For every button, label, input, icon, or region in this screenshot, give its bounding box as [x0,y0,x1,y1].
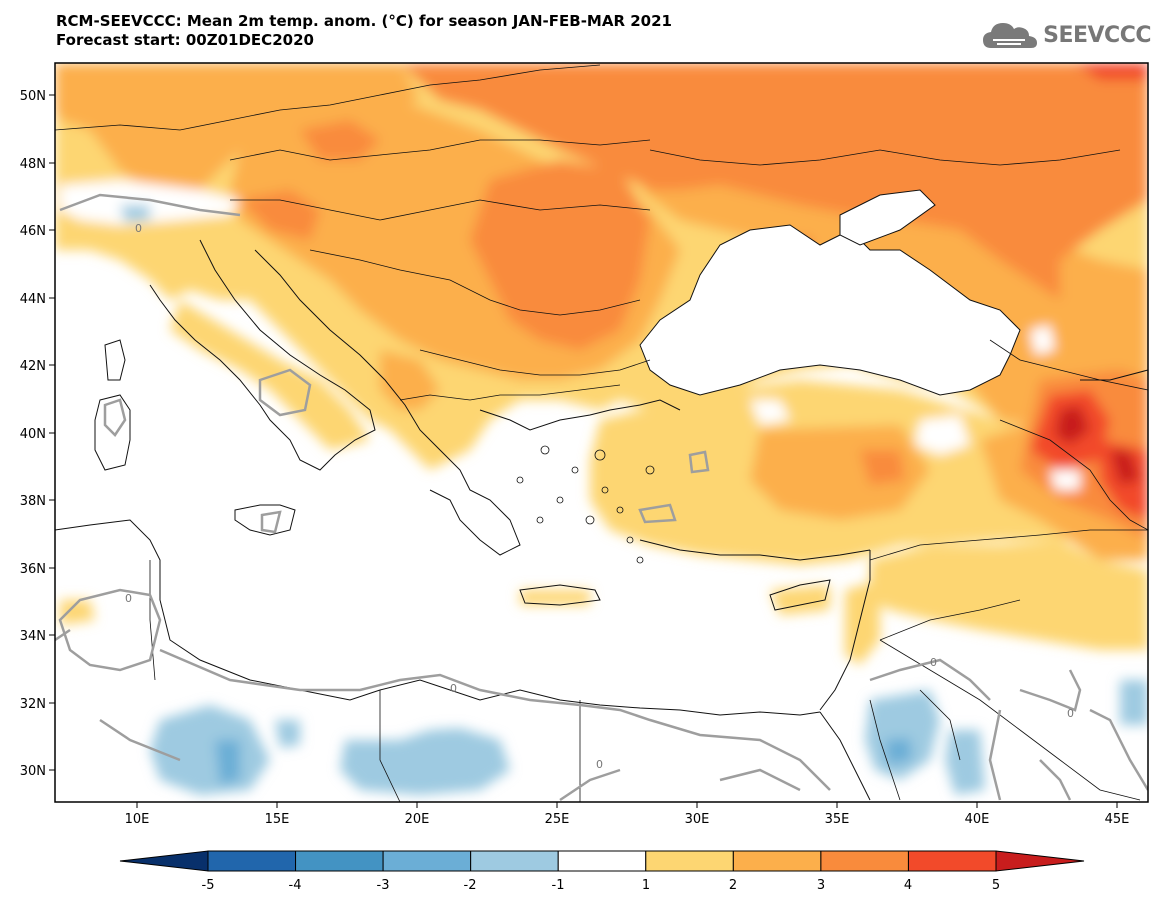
colorbar-swatch [907,850,997,872]
lon-tick-label: 25E [545,812,570,827]
lat-tick-label: 48N [20,157,46,172]
title-line-1: RCM-SEEVCCC: Mean 2m temp. anom. (°C) fo… [56,12,672,30]
colorbar-swatch [207,850,297,872]
colorbar-swatch [645,850,734,872]
contour-label: 0 [450,682,457,695]
colorbar-label: 4 [904,878,912,893]
lon-tick-label: 10E [125,812,150,827]
aegean-islands [516,445,655,564]
colorbar-labels: -5 -4 -3 -2 -1 1 2 3 4 5 [202,878,1001,893]
lat-tick-label: 42N [20,359,46,374]
colorbar-label: 3 [817,878,825,893]
contour-label: 0 [596,758,603,771]
lat-tick-label: 32N [20,697,46,712]
colorbar-label: -3 [377,878,390,893]
map-panel: 0 0 0 0 0 0 [55,63,1148,802]
sea-of-azov [839,189,936,246]
contour-label: 0 [135,222,142,235]
contour-label: 0 [125,592,132,605]
colorbar-label: -1 [552,878,565,893]
title-line-2: Forecast start: 00Z01DEC2020 [56,31,314,49]
country-borders [55,64,1148,802]
lat-tick-label: 30N [20,764,46,779]
colorbar-label: -2 [464,878,477,893]
colorbar-swatches [119,850,1085,872]
contour-label: 0 [930,656,937,669]
seevccc-logo: SEEVCCC [981,18,1151,52]
colorbar: -5 -4 -3 -2 -1 1 2 3 4 5 [119,850,1085,893]
lat-tick-label: 50N [20,89,46,104]
lon-tick-label: 40E [965,812,990,827]
lon-tick-label: 30E [685,812,710,827]
colorbar-label: -4 [289,878,302,893]
black-sea [639,224,1021,396]
axis-ticks [49,94,1118,808]
lat-tick-label: 40N [20,427,46,442]
cloud-icon [983,23,1038,48]
zero-contours [55,193,1148,802]
lon-tick-label: 45E [1105,812,1130,827]
lat-tick-label: 36N [20,562,46,577]
colorbar-label: 1 [642,878,650,893]
lat-tick-label: 46N [20,224,46,239]
lat-tick-label: 44N [20,292,46,307]
colorbar-arrow-low [119,850,209,872]
lon-tick-label: 15E [265,812,290,827]
colorbar-label: 5 [992,878,1000,893]
contour-labels: 0 0 0 0 0 0 [125,222,1074,771]
lon-tick-label: 35E [825,812,850,827]
colorbar-swatch [382,850,472,872]
coastlines [55,239,1148,801]
colorbar-swatch [295,850,384,872]
colorbar-swatch [470,850,559,872]
lon-tick-label: 20E [405,812,430,827]
longitude-labels: 10E 15E 20E 25E 30E 35E 40E 45E [125,812,1130,827]
colorbar-label: -5 [202,878,215,893]
lat-tick-label: 38N [20,494,46,509]
colorbar-label: 2 [729,878,737,893]
colorbar-swatch [732,850,822,872]
contour-label: 0 [1067,707,1074,720]
colorbar-arrow-high [995,850,1085,872]
map-title: RCM-SEEVCCC: Mean 2m temp. anom. (°C) fo… [56,12,672,50]
logo-text: SEEVCCC [1043,22,1151,48]
lat-tick-label: 34N [20,629,46,644]
colorbar-swatch [557,850,647,872]
colorbar-swatch [820,850,909,872]
latitude-labels: 50N 48N 46N 44N 42N 40N 38N 36N 34N 32N … [20,89,46,779]
